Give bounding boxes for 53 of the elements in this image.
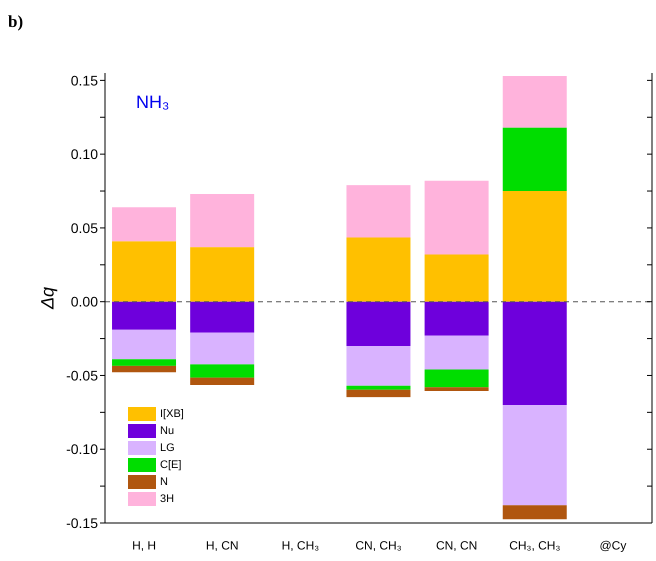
- bar: [502, 191, 567, 302]
- bar: [190, 378, 254, 386]
- bar: [424, 302, 489, 336]
- y-tick-label: -0.10: [66, 441, 98, 458]
- bar: [346, 238, 410, 302]
- bar: [190, 247, 254, 302]
- y-axis-title: Δq: [37, 286, 58, 310]
- bar: [424, 387, 489, 391]
- x-tick-label: CN, CN: [436, 538, 478, 553]
- legend-label: Nu: [160, 424, 174, 436]
- annotation: NH₃: [136, 92, 170, 113]
- bar: [190, 302, 254, 333]
- bar: [502, 505, 567, 520]
- bar: [346, 185, 410, 238]
- bar: [346, 386, 410, 390]
- text: b): [8, 12, 24, 32]
- bar: [424, 370, 489, 388]
- y-tick-label: 0.15: [70, 72, 98, 88]
- bar: [112, 302, 176, 330]
- x-tick-label: H, CN: [206, 538, 239, 553]
- bar: [112, 359, 176, 366]
- bar: [112, 207, 176, 242]
- y-tick-label: -0.15: [66, 514, 98, 531]
- x-tick-label: H, H: [132, 538, 156, 553]
- x-tick-label: CH₃, CH₃: [509, 538, 560, 553]
- legend-label: C[E]: [160, 458, 182, 470]
- bar: [190, 332, 254, 364]
- y-tick-label: 0.10: [70, 146, 98, 162]
- bar: [112, 330, 176, 360]
- bar: [502, 302, 567, 405]
- bar: [190, 364, 254, 378]
- x-tick-label: CN, CH₃: [355, 538, 402, 553]
- bar: [346, 346, 410, 386]
- legend-label: LG: [160, 442, 175, 454]
- bar: [346, 302, 410, 346]
- x-tick-label: @Cy: [600, 538, 626, 553]
- bar: [424, 336, 489, 370]
- bar: [502, 128, 567, 192]
- x-tick-label: H, CH₃: [282, 538, 320, 553]
- bar: [190, 194, 254, 248]
- legend-label: I[XB]: [160, 408, 184, 420]
- bar: [502, 76, 567, 128]
- bar: [112, 241, 176, 302]
- y-tick-label: -0.05: [66, 367, 98, 384]
- bar: [112, 366, 176, 372]
- bar: [424, 254, 489, 302]
- bar: [502, 404, 567, 506]
- y-tick-label: 0.00: [70, 294, 98, 310]
- legend-label: N: [160, 476, 168, 488]
- legend-label: 3H: [160, 492, 174, 504]
- bar: [424, 180, 489, 254]
- y-tick-label: 0.05: [70, 220, 98, 236]
- bar: [346, 390, 410, 398]
